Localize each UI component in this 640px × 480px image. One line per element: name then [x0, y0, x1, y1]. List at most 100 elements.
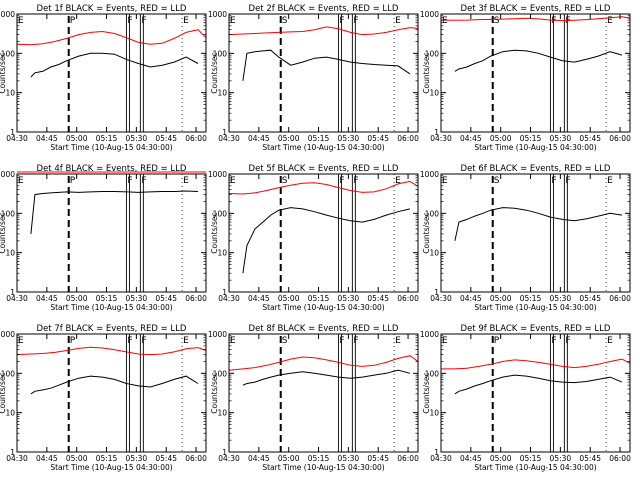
- x-tick-label: 04:30: [6, 454, 28, 463]
- marker-label: F: [127, 336, 132, 346]
- y-axis-label: Counts/sec: [0, 212, 7, 253]
- marker-label: F: [353, 336, 358, 346]
- y-tick-label: 1: [222, 128, 227, 137]
- x-tick-label: 05:30: [338, 294, 360, 303]
- y-tick-label: 1: [222, 288, 227, 297]
- detector-panel-8: Det 8f BLACK = Events, RED = LLD E S F F E 1 10…: [208, 324, 419, 472]
- marker-label: P: [70, 16, 76, 26]
- x-tick-label: 05:15: [308, 294, 330, 303]
- x-tick-label: 04:45: [248, 134, 270, 143]
- x-tick-label: 06:00: [185, 134, 207, 143]
- y-tick-label: 1: [10, 128, 15, 137]
- events-series-line: [454, 374, 623, 395]
- y-tick-label: 10: [429, 409, 439, 418]
- marker-label: P: [70, 176, 76, 186]
- marker-label: F: [339, 16, 344, 26]
- x-tick-label: 04:45: [460, 454, 482, 463]
- y-tick-label: 100: [1, 369, 16, 378]
- y-tick-label: 1: [434, 128, 439, 137]
- marker-label: F: [339, 176, 344, 186]
- detector-panel-4: Det 4f BLACK = Events, RED = LLD E P F F E 1 10…: [0, 164, 207, 312]
- detector-panel-6: Det 6f BLACK = Events, RED = LLD E S F F E 1 10…: [420, 164, 631, 312]
- marker-label: F: [565, 176, 570, 186]
- y-tick-label: 10: [217, 409, 227, 418]
- y-tick-label: 100: [425, 209, 440, 218]
- x-tick-label: 04:30: [430, 134, 452, 143]
- x-tick-label: 05:00: [66, 454, 88, 463]
- chart-title: Det 4f BLACK = Events, RED = LLD: [37, 164, 187, 174]
- marker-label: E: [230, 336, 236, 346]
- events-series-line: [454, 49, 623, 72]
- y-tick-label: 1000: [420, 330, 439, 339]
- marker-label: S: [494, 176, 500, 186]
- y-tick-label: 10: [429, 89, 439, 98]
- y-axis-label: Counts/sec: [210, 372, 219, 413]
- y-tick-label: 10: [5, 249, 15, 258]
- x-tick-label: 05:45: [155, 294, 177, 303]
- chart-title: Det 1f BLACK = Events, RED = LLD: [37, 4, 187, 14]
- x-tick-label: 04:30: [430, 294, 452, 303]
- chart-title: Det 6f BLACK = Events, RED = LLD: [461, 164, 611, 174]
- x-tick-label: 05:45: [579, 134, 601, 143]
- x-tick-label: 06:00: [609, 454, 631, 463]
- lld-series-line: [440, 16, 631, 22]
- x-tick-label: 04:45: [248, 294, 270, 303]
- y-tick-label: 1000: [0, 170, 15, 179]
- marker-label: F: [127, 16, 132, 26]
- y-axis-label: Counts/sec: [422, 52, 431, 93]
- x-tick-label: 05:45: [367, 454, 389, 463]
- detector-panel-5: Det 5f BLACK = Events, RED = LLD E S F F E 1 10…: [208, 164, 419, 312]
- events-series-line: [454, 207, 623, 241]
- x-tick-label: 04:30: [6, 294, 28, 303]
- marker-label: E: [18, 16, 24, 26]
- plot-frame: [228, 333, 419, 453]
- y-tick-label: 100: [213, 49, 228, 58]
- lld-series-line: [228, 180, 419, 195]
- x-tick-label: 05:00: [490, 454, 512, 463]
- marker-label: F: [551, 176, 556, 186]
- x-tick-label: 05:30: [550, 454, 572, 463]
- x-tick-label: 05:45: [579, 294, 601, 303]
- x-tick-label: 04:45: [36, 454, 58, 463]
- y-tick-label: 10: [217, 249, 227, 258]
- y-tick-label: 10: [5, 89, 15, 98]
- plot-frame: [16, 13, 207, 133]
- events-series-line: [30, 52, 199, 78]
- x-tick-label: 04:30: [218, 294, 240, 303]
- y-tick-label: 1: [434, 448, 439, 457]
- x-tick-label: 06:00: [609, 294, 631, 303]
- x-tick-label: 06:00: [397, 134, 419, 143]
- marker-label: E: [395, 16, 401, 26]
- marker-label: E: [183, 336, 189, 346]
- marker-label: E: [18, 176, 24, 186]
- marker-label: E: [230, 176, 236, 186]
- marker-label: F: [339, 336, 344, 346]
- y-tick-label: 100: [213, 209, 228, 218]
- x-tick-label: 05:00: [490, 294, 512, 303]
- y-tick-label: 1000: [0, 330, 15, 339]
- x-tick-label: 05:30: [338, 134, 360, 143]
- x-tick-label: 04:45: [460, 134, 482, 143]
- x-tick-label: 05:15: [520, 134, 542, 143]
- y-tick-label: 100: [1, 49, 16, 58]
- y-tick-label: 100: [213, 369, 228, 378]
- x-axis-label: Start Time (10-Aug-15 04:30:00): [262, 463, 384, 472]
- y-axis-label: Counts/sec: [210, 212, 219, 253]
- marker-label: S: [282, 176, 288, 186]
- chart-title: Det 7f BLACK = Events, RED = LLD: [37, 324, 187, 334]
- x-tick-label: 05:00: [278, 454, 300, 463]
- marker-label: S: [282, 16, 288, 26]
- events-series-line: [242, 207, 411, 274]
- plot-frame: [440, 13, 631, 133]
- marker-label: F: [551, 336, 556, 346]
- y-tick-label: 1000: [420, 10, 439, 19]
- x-tick-label: 05:00: [278, 294, 300, 303]
- y-tick-label: 1000: [0, 10, 15, 19]
- plot-frame: [228, 173, 419, 293]
- x-tick-label: 05:15: [96, 134, 118, 143]
- x-tick-label: 06:00: [397, 294, 419, 303]
- lld-series-line: [228, 26, 419, 36]
- plot-frame: [440, 333, 631, 453]
- y-axis-label: Counts/sec: [210, 52, 219, 93]
